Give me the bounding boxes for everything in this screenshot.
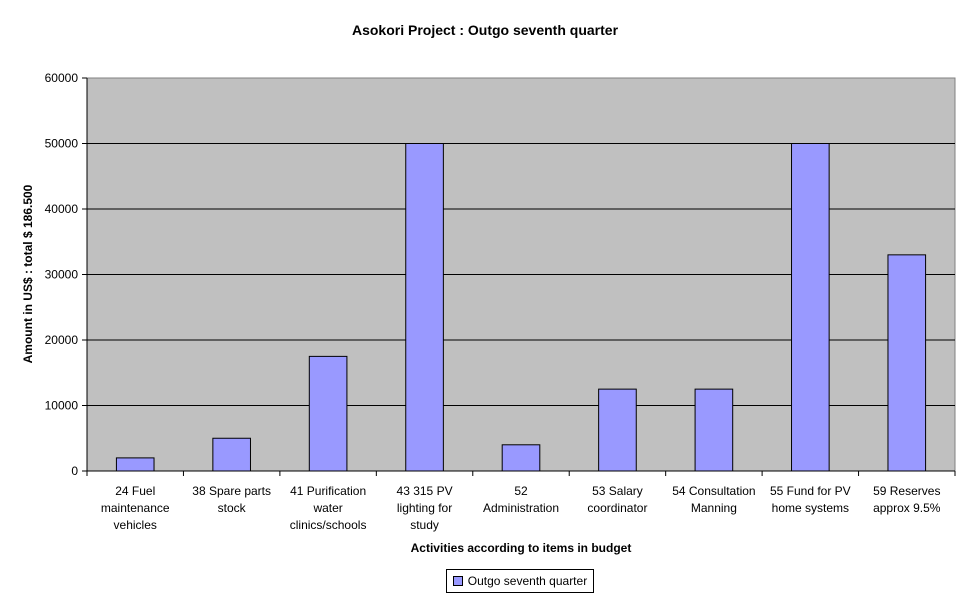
legend-swatch: [452, 576, 463, 586]
x-tick-label: clinics/schools: [290, 518, 367, 532]
bar-7: [694, 388, 734, 472]
bar-2: [212, 437, 251, 472]
x-tick-label: home systems: [772, 501, 849, 515]
axes: 0 10000 20000 30000 40000 50000 60000 24 Fuel ma…: [45, 71, 956, 532]
x-tick-label: lighting for: [397, 501, 452, 515]
bar-8: [791, 143, 830, 472]
x-tick-label: maintenance: [101, 501, 170, 515]
y-tick-label: 20000: [45, 333, 79, 347]
x-tick-label: study: [410, 518, 439, 532]
y-tick-label: 0: [71, 464, 78, 478]
legend-label: Outgo seventh quarter: [467, 574, 588, 588]
y-tick-label: 50000: [45, 137, 79, 151]
chart-title: Asokori Project : Outgo seventh quarter: [351, 22, 619, 38]
x-tick-label: water: [312, 501, 342, 515]
x-tick-label: 54 Consultation: [672, 484, 755, 498]
bar-5: [501, 444, 541, 472]
bar-9: [887, 254, 927, 472]
bar-3: [308, 355, 348, 472]
x-tick-label: coordinator: [587, 501, 647, 515]
y-tick-label: 60000: [45, 71, 79, 85]
y-tick-label: 30000: [45, 268, 79, 282]
x-tick-label: 55 Fund for PV: [770, 484, 851, 498]
x-tick-label: 24 Fuel: [115, 484, 155, 498]
bars: [115, 143, 927, 472]
x-tick-label: Manning: [691, 501, 737, 515]
y-axis-title: Amount in US$ : total $ 186.500: [21, 184, 35, 363]
x-tick-label: stock: [218, 501, 247, 515]
bar-6: [598, 388, 637, 472]
x-tick-label: 43 315 PV: [397, 484, 453, 498]
x-tick-label: Administration: [483, 501, 559, 515]
x-tick-label: 38 Spare parts: [192, 484, 271, 498]
y-tick-label: 10000: [45, 399, 79, 413]
bar-1: [115, 457, 155, 472]
x-tick-label: 52: [514, 484, 528, 498]
y-tick-label: 40000: [45, 202, 79, 216]
x-tick-label: approx 9.5%: [873, 501, 941, 515]
bar-4: [405, 143, 444, 472]
x-tick-label: 59 Reserves: [873, 484, 940, 498]
x-axis-title: Activities according to items in budget: [411, 541, 632, 555]
legend: Outgo seventh quarter: [446, 569, 594, 593]
x-tick-label: 41 Purification: [290, 484, 366, 498]
x-tick-label: vehicles: [114, 518, 157, 532]
x-tick-label: 53 Salary: [592, 484, 643, 498]
